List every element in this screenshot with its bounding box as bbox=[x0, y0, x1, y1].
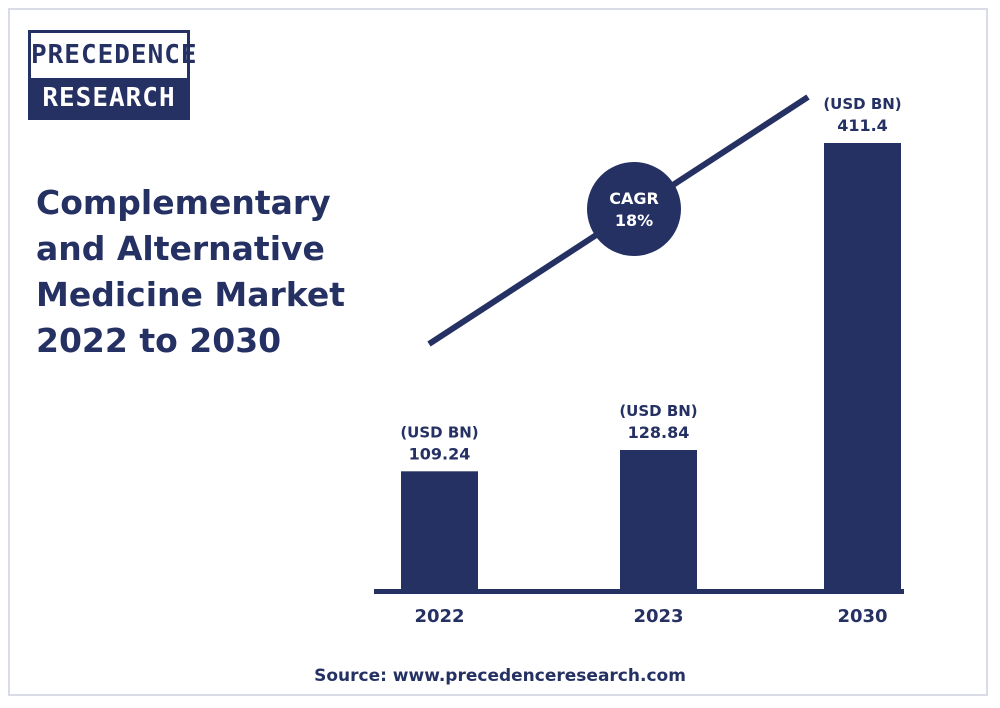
x-axis-baseline bbox=[374, 589, 904, 594]
bar-value-label-2030: 411.4 bbox=[837, 116, 888, 135]
cagr-value: 18% bbox=[615, 211, 653, 230]
logo-text-bottom: RESEARCH bbox=[31, 78, 187, 118]
title-line-4: 2022 to 2030 bbox=[36, 321, 282, 360]
title-line-2: and Alternative bbox=[36, 229, 325, 268]
bar-chart: (USD BN) 109.24 2022 (USD BN) 128.84 2023 (USD… bbox=[374, 94, 904, 627]
bar-unit-label-2023: (USD BN) bbox=[619, 402, 697, 420]
bar-unit-label-2030: (USD BN) bbox=[823, 95, 901, 113]
title-line-1: Complementary bbox=[36, 183, 331, 222]
bar-value-label-2023: 128.84 bbox=[628, 423, 690, 442]
page-frame bbox=[8, 8, 988, 696]
cagr-badge bbox=[587, 162, 681, 256]
bar-value-label-2022: 109.24 bbox=[409, 444, 471, 463]
cagr-label: CAGR bbox=[609, 189, 659, 208]
x-tick-label-2023: 2023 bbox=[633, 606, 683, 627]
source-note: Source: www.precedenceresearch.com bbox=[314, 666, 686, 686]
bar-2030 bbox=[824, 143, 901, 590]
bar-2022 bbox=[401, 471, 478, 590]
title-line-3: Medicine Market bbox=[36, 275, 345, 314]
brand-logo: PRECEDENCE RESEARCH bbox=[28, 30, 198, 120]
bar-unit-label-2022: (USD BN) bbox=[400, 423, 478, 441]
logo-text-top: PRECEDENCE bbox=[31, 38, 198, 72]
x-tick-label-2022: 2022 bbox=[414, 606, 464, 627]
bar-2023 bbox=[620, 450, 697, 590]
x-tick-label-2030: 2030 bbox=[837, 606, 887, 627]
chart-title: Complementary and Alternative Medicine M… bbox=[36, 180, 366, 364]
